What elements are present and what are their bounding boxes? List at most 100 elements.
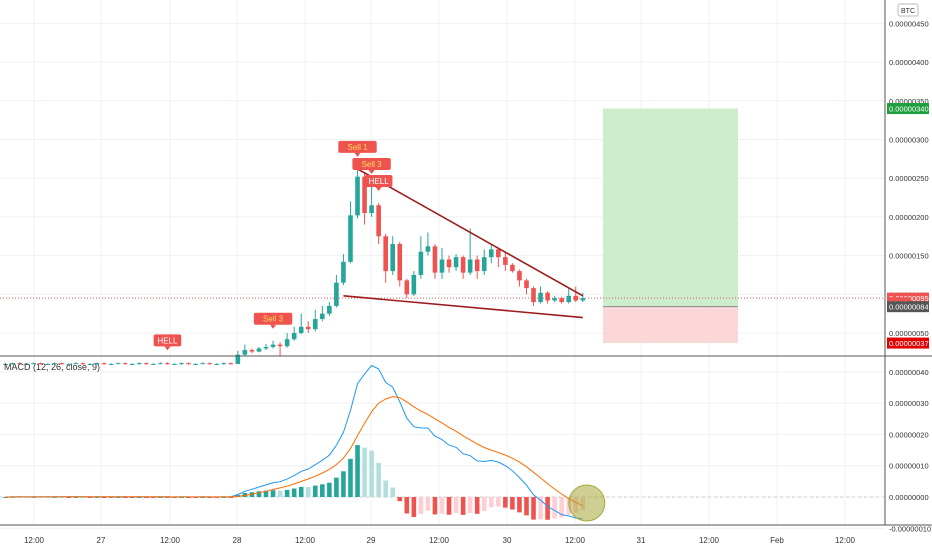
candle [341,254,346,286]
candle-body [566,295,572,303]
macd-histogram-bar [432,497,438,515]
candle [383,233,388,283]
candle-body [136,363,142,365]
macd-histogram-bar [221,496,227,498]
price-label: 0.00000084 [887,301,929,313]
candle-body [503,257,508,265]
candle-body [228,363,234,365]
candle-body [24,363,29,365]
candle-body [460,257,466,273]
macd-histogram-bar [87,497,93,498]
macd-tick-label: 0.00000000 [889,493,929,502]
candle [242,344,248,357]
candle [474,255,480,279]
signal-label: Sell 1 [338,140,377,157]
candle [136,362,142,365]
macd-histogram-bar [165,497,170,498]
candle [580,292,586,303]
macd-histogram-bar [172,497,177,498]
candle [425,232,431,256]
candle [235,350,241,364]
candle [108,363,114,365]
trendlines[interactable] [343,168,584,319]
time-tick-label: 29 [367,536,376,545]
candle [186,362,191,365]
macd-histogram-bar [115,496,121,498]
macd-histogram-bar [517,497,522,513]
candle [298,313,304,335]
macd-histogram-bar [52,496,58,498]
price-label-text: 0.00000084 [889,303,929,312]
candle-body [235,354,241,364]
candle [376,202,381,244]
macd-pane: MACD (12, 26, close, 9) [0,355,932,522]
candle-body [305,326,311,330]
macd-histogram-bar [129,497,135,498]
signal-label-text: HELL [157,336,178,345]
time-tick-label: 12:00 [160,536,181,545]
candle [559,296,564,304]
candle [362,172,367,225]
time-tick-label: Feb [770,536,784,545]
candle-body [94,363,100,365]
candle-body [59,363,65,365]
candle [488,243,494,264]
time-tick-label: 27 [97,536,106,545]
candle [496,247,501,268]
candle [411,271,417,296]
macd-histogram-bar [305,487,311,497]
candle-body [249,350,255,352]
candle [101,362,107,365]
macd-histogram-bar [348,458,353,497]
candle-body [10,363,15,365]
candle-body [510,264,515,272]
candle [503,251,508,272]
candle [17,362,22,365]
candle [256,346,262,353]
time-tick-label: 30 [503,536,512,545]
candle-body [298,326,304,333]
macd-histogram-bar [179,496,184,498]
signal-label: Sell 3 [253,312,293,329]
candle-body [207,363,212,365]
candle-body [200,363,205,365]
candle-body [474,259,480,272]
candle [193,363,198,365]
candle-body [383,236,388,272]
candle-body [341,261,346,283]
candle-body [439,259,445,273]
macd-histogram-bar [503,497,508,508]
candle-body [552,298,557,301]
candle-body [115,363,121,365]
candle-body [108,363,114,365]
candlestick-series [0,168,885,365]
candle-body [369,205,374,214]
candle [545,291,550,304]
candle-body [425,246,431,252]
candle [418,236,424,279]
candle [531,286,536,306]
risk-reward-projection[interactable] [603,108,738,344]
candle [10,362,15,365]
candle-body [186,363,191,365]
candle-body [284,339,290,347]
candle-body [545,292,550,301]
macd-histogram-bar [552,497,557,519]
price-tick-label: 0.00000200 [889,213,929,222]
candle [453,254,459,272]
candle [355,168,360,219]
candle [277,342,283,357]
macd-histogram-bar [94,496,100,498]
candle [94,362,100,365]
macd-histogram-bar [207,497,212,498]
time-tick-label: 28 [233,536,242,545]
currency-badge-box [897,3,919,17]
candle [390,236,396,275]
candle-body [488,249,494,258]
signal-label-box [338,140,377,153]
macd-histogram-bar [101,497,107,498]
candle-body [481,257,487,272]
price-label: 0.00000340 [887,103,929,115]
candle-body [517,271,522,281]
